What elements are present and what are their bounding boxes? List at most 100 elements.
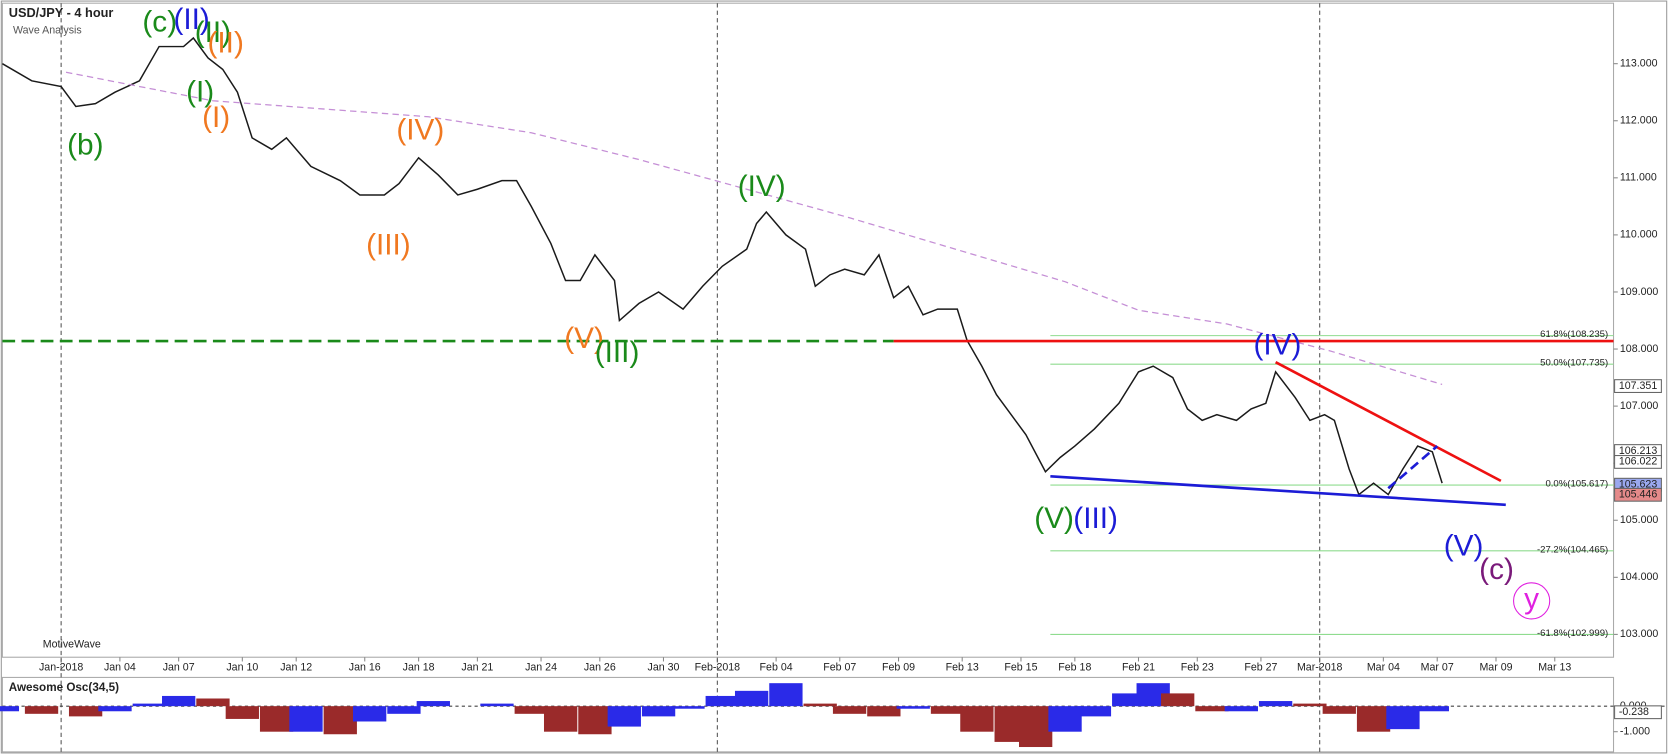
y-tick-label: 104.000 — [1620, 571, 1658, 583]
x-tick-label: Mar 07 — [1421, 662, 1454, 674]
y-tick-label: 110.000 — [1620, 229, 1658, 241]
price-label: 106.213 — [1619, 445, 1657, 457]
y-tick-label: 103.000 — [1620, 628, 1658, 640]
osc-bar — [323, 706, 357, 735]
x-tick-label: Jan 21 — [461, 662, 493, 674]
osc-bar — [162, 695, 196, 707]
osc-bar — [1195, 706, 1229, 712]
price-label-box — [1614, 379, 1662, 393]
osc-current-box — [1614, 705, 1662, 720]
osc-bar — [225, 706, 259, 719]
x-tick-label: Feb 27 — [1244, 662, 1277, 674]
price-panel — [1, 2, 1615, 658]
y-tick-label: -1.000 — [1620, 726, 1650, 738]
price-line — [1, 36, 1443, 496]
fib-label: 0.0%(105.617) — [1545, 479, 1608, 490]
fib-label: 61.8%(108.235) — [1540, 329, 1608, 340]
osc-bar — [387, 706, 421, 714]
trend-line — [1275, 360, 1502, 483]
osc-bar — [1048, 706, 1082, 732]
osc-bar — [867, 706, 901, 717]
osc-bar — [1224, 706, 1258, 712]
osc-bar — [514, 706, 548, 714]
osc-current-label: -0.238 — [1619, 706, 1649, 718]
osc-bar — [607, 706, 641, 727]
osc-bar — [98, 706, 132, 712]
osc-bar — [1322, 706, 1356, 714]
osc-bar — [960, 706, 994, 732]
osc-bar — [353, 706, 387, 722]
x-tick-label: Jan 12 — [280, 662, 312, 674]
price-label: 107.351 — [1619, 380, 1657, 392]
osc-bar — [930, 706, 965, 714]
price-label: 106.022 — [1619, 456, 1657, 468]
wave-label: y — [1524, 583, 1539, 616]
y-tick-label: 109.000 — [1620, 286, 1658, 298]
osc-bar — [0, 706, 20, 712]
osc-bar — [132, 703, 166, 707]
chart-subtitle: Wave Analysis — [13, 25, 82, 37]
wave-label: (II) — [195, 16, 231, 49]
y-tick-label: 111.000 — [1620, 172, 1657, 184]
osc-bar — [734, 690, 769, 707]
wave-label: (V) — [1034, 502, 1074, 535]
y-tick-label: 113.000 — [1620, 57, 1658, 69]
osc-bar — [259, 706, 294, 732]
osc-bar — [1356, 706, 1391, 732]
price-label: 105.446 — [1619, 489, 1657, 501]
wave-label: (IV) — [396, 114, 444, 147]
osc-panel — [1, 676, 1615, 753]
x-tick-label: Feb 07 — [823, 662, 856, 674]
osc-bar — [1415, 706, 1449, 712]
wave-label: (c) — [142, 5, 177, 38]
trend-line — [1387, 445, 1439, 490]
osc-bar — [68, 706, 103, 717]
osc-bar — [543, 706, 578, 732]
wave-label: (II) — [208, 27, 244, 60]
wave-label: (I) — [202, 101, 230, 134]
wave-label: (IV) — [738, 170, 786, 203]
x-tick-label: Jan 07 — [163, 662, 195, 674]
osc-bar — [578, 706, 612, 735]
wave-circle — [1513, 582, 1551, 620]
price-label-box — [1614, 487, 1662, 502]
osc-bar — [196, 698, 230, 707]
osc-bar — [416, 701, 450, 707]
wave-label: (III) — [595, 336, 640, 369]
wave-label: (I) — [186, 75, 214, 108]
x-tick-label: Jan 30 — [648, 662, 680, 674]
y-tick-label: 107.000 — [1620, 400, 1658, 412]
wave-label: (V) — [1444, 530, 1484, 563]
x-tick-label: Mar 13 — [1538, 662, 1571, 674]
x-tick-label: Jan 04 — [104, 662, 136, 674]
x-tick-label: Feb 21 — [1122, 662, 1155, 674]
moving-average — [65, 71, 1443, 386]
x-tick-label: Jan 18 — [403, 662, 435, 674]
osc-bar — [1258, 701, 1293, 707]
price-label-box — [1614, 455, 1662, 469]
osc-bar — [641, 706, 676, 717]
x-tick-label: Feb 04 — [760, 662, 793, 674]
x-tick-label: Jan 10 — [226, 662, 258, 674]
x-tick-label: Feb 09 — [882, 662, 915, 674]
x-tick-label: Feb 13 — [946, 662, 979, 674]
osc-bar — [24, 706, 59, 714]
osc-title: Awesome Osc(34,5) — [9, 681, 119, 694]
wave-label: (b) — [67, 129, 103, 162]
osc-bar — [832, 706, 867, 714]
wave-label: (c) — [1479, 553, 1514, 586]
y-tick-label: 108.000 — [1620, 343, 1658, 355]
osc-bar — [480, 703, 514, 707]
osc-bar — [1386, 706, 1420, 730]
x-tick-label: Feb 23 — [1181, 662, 1214, 674]
price-label: 105.623 — [1619, 479, 1657, 491]
osc-bar — [1019, 706, 1053, 748]
wave-label: (III) — [366, 229, 411, 262]
x-tick-label: Feb 15 — [1004, 662, 1037, 674]
x-tick-label: Jan 16 — [349, 662, 381, 674]
x-tick-label: Mar 04 — [1367, 662, 1400, 674]
wave-label: (V) — [564, 322, 604, 355]
wave-label: (III) — [1073, 502, 1118, 535]
watermark: MotiveWave — [43, 638, 101, 650]
